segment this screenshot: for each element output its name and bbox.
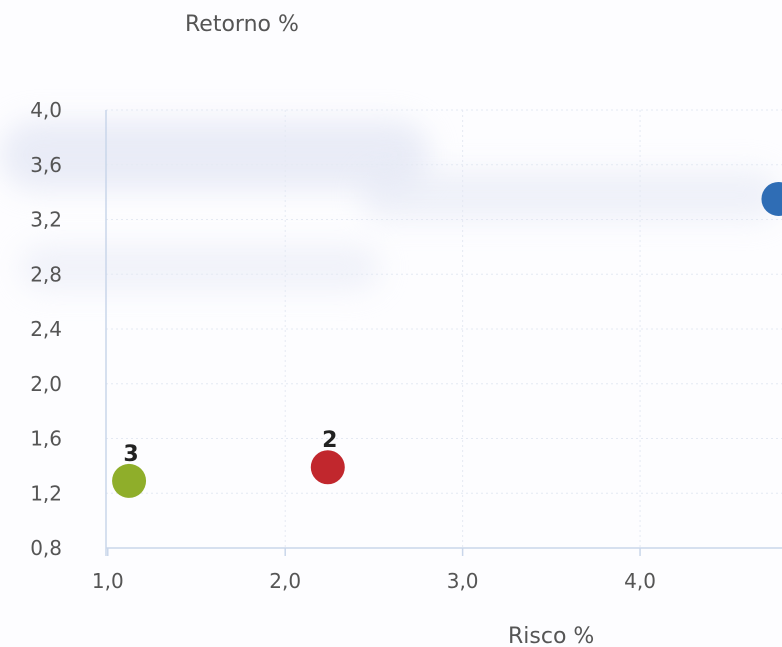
y-axis-title: Retorno % <box>185 12 299 37</box>
data-point <box>112 463 147 498</box>
y-tick-label: 2,4 <box>30 317 62 341</box>
background-smudge <box>20 245 380 290</box>
y-tick-label: 4,0 <box>30 98 62 122</box>
y-tick-label: 3,6 <box>30 153 62 177</box>
data-point <box>761 181 782 216</box>
data-point-label: 3 <box>123 442 138 467</box>
x-tick-label: 3,0 <box>447 569 479 593</box>
y-tick-label: 2,0 <box>30 372 62 396</box>
tick-labels: 0,8 1,2 1,6 2,0 2,4 2,8 3,2 3,6 4,0 1,0 2,0 3,0 4,0 <box>30 98 656 593</box>
x-tick-label: 1,0 <box>92 569 124 593</box>
x-tick-label: 2,0 <box>269 569 301 593</box>
data-points: 32 <box>112 181 782 498</box>
data-point <box>310 450 345 485</box>
grid <box>106 109 782 548</box>
background-smudge <box>0 120 430 190</box>
data-point-label: 2 <box>322 428 337 453</box>
y-tick-label: 1,6 <box>30 427 62 451</box>
background-smudge <box>360 170 780 220</box>
axes <box>105 110 782 556</box>
y-tick-label: 2,8 <box>30 262 62 286</box>
y-tick-label: 1,2 <box>30 481 62 505</box>
x-tick-label: 4,0 <box>624 569 656 593</box>
x-axis-title: Risco % <box>508 624 594 647</box>
y-tick-label: 3,2 <box>30 208 62 232</box>
y-tick-label: 0,8 <box>30 536 62 560</box>
